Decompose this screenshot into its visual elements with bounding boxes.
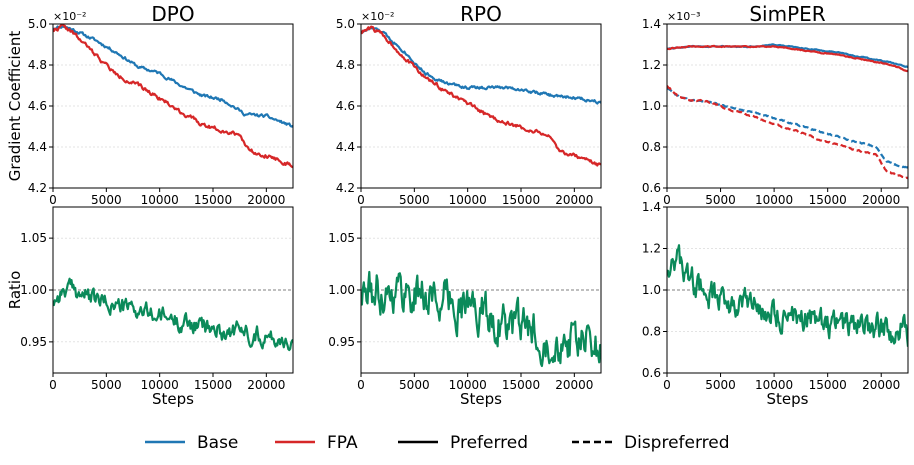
x-tick-label: 10000: [141, 193, 179, 207]
y-tick-label: 4.6: [28, 99, 47, 113]
y-tick-label: 1.2: [642, 58, 661, 72]
series-line-fpa: [53, 24, 293, 169]
x-tick-label: 0: [663, 193, 671, 207]
series-group: [53, 24, 293, 169]
series-line-base: [361, 26, 601, 105]
y-tick-label: 4.2: [28, 181, 47, 195]
series-group: [361, 25, 601, 167]
x-tick-label: 15000: [194, 193, 232, 207]
y-tick-label: 5.0: [28, 17, 47, 31]
x-axis-label: Steps: [460, 390, 502, 408]
x-tick-label: 20000: [555, 193, 593, 207]
y-tick-label: 4.4: [28, 140, 47, 154]
x-tick-label: 0: [663, 378, 671, 392]
chart-panel-simper_ratio: 0 5000 10000 15000 20000 0.6 0.8 1.0 1.2 1.4 Steps: [642, 200, 909, 408]
x-tick-label: 10000: [449, 193, 487, 207]
chart-panel-dpo_grad: 0 5000 10000 15000 20000 4.2 4.4 4.6 4.8 5.0 ×10⁻²…: [6, 2, 294, 207]
chart-panel-rpo_ratio: 0 5000 10000 15000 20000 0.95 1.00 1.05 Steps: [328, 206, 602, 408]
y-tick-label: 1.4: [642, 200, 661, 214]
series-line-fpa-preferred: [667, 44, 908, 73]
chart-panel-dpo_ratio: 0 5000 10000 15000 20000 0.95 1.00 1.05 Steps Rat…: [6, 206, 294, 408]
chart-title: SimPER: [749, 2, 825, 26]
y-tick-label: 1.2: [642, 242, 661, 256]
series-group: [667, 244, 908, 347]
x-tick-label: 5000: [91, 378, 122, 392]
x-tick-label: 5000: [399, 193, 430, 207]
legend-fpa-label: FPA: [327, 433, 358, 453]
y-tick-label: 1.05: [328, 231, 355, 245]
y-tick-label: 1.0: [642, 283, 661, 297]
legend-base-label: Base: [197, 433, 238, 453]
y-axis-label: Ratio: [6, 271, 24, 310]
x-tick-label: 5000: [91, 193, 122, 207]
x-tick-label: 10000: [141, 378, 179, 392]
series-line-fpa-dispreferred: [667, 85, 908, 180]
series-group: [53, 277, 293, 352]
x-tick-label: 5000: [399, 378, 430, 392]
y-tick-label: 1.0: [642, 99, 661, 113]
y-tick-label: 4.8: [28, 58, 47, 72]
y-tick-label: 4.2: [336, 181, 355, 195]
chart-title: DPO: [151, 2, 194, 26]
series-group: [361, 270, 601, 368]
series-line-fpa: [361, 25, 601, 167]
y-tick-label: 4.6: [336, 99, 355, 113]
chart-panel-rpo_grad: 0 5000 10000 15000 20000 4.2 4.4 4.6 4.8 5.0 ×10⁻²…: [336, 2, 602, 207]
y-tick-label: 0.8: [642, 140, 661, 154]
x-tick-label: 15000: [502, 193, 540, 207]
x-tick-label: 20000: [247, 193, 285, 207]
x-tick-label: 5000: [705, 193, 736, 207]
x-axis-label: Steps: [152, 390, 194, 408]
y-tick-label: 0.6: [642, 366, 661, 380]
series-line-base: [53, 25, 293, 128]
x-tick-label: 15000: [502, 378, 540, 392]
axis-multiplier: ×10⁻³: [667, 10, 700, 23]
x-tick-label: 15000: [809, 378, 847, 392]
x-tick-label: 0: [49, 193, 57, 207]
x-axis-label: Steps: [767, 390, 809, 408]
legend: Base FPA Preferred Dispreferred: [145, 433, 730, 453]
y-tick-label: 1.00: [328, 283, 355, 297]
y-tick-label: 0.95: [328, 335, 355, 349]
legend-preferred-label: Preferred: [450, 433, 528, 453]
chart-title: RPO: [460, 2, 502, 26]
y-tick-label: 0.6: [642, 181, 661, 195]
y-tick-label: 0.8: [642, 325, 661, 339]
axis-multiplier: ×10⁻²: [361, 10, 394, 23]
x-tick-label: 20000: [862, 193, 900, 207]
y-tick-label: 0.95: [20, 335, 47, 349]
x-tick-label: 10000: [755, 193, 793, 207]
x-tick-label: 0: [49, 378, 57, 392]
x-tick-label: 0: [357, 193, 365, 207]
chart-panel-simper_grad: 0 5000 10000 15000 20000 0.6 0.8 1.0 1.2 1.4 ×10⁻³…: [642, 2, 909, 207]
axis-multiplier: ×10⁻²: [53, 10, 86, 23]
x-tick-label: 15000: [194, 378, 232, 392]
x-tick-label: 20000: [247, 378, 285, 392]
series-group: [667, 43, 908, 180]
y-tick-label: 1.00: [20, 283, 47, 297]
series-line-ratio: [667, 244, 908, 347]
legend-dispreferred-label: Dispreferred: [624, 433, 730, 453]
x-tick-label: 0: [357, 378, 365, 392]
x-tick-label: 5000: [705, 378, 736, 392]
series-line-ratio: [53, 277, 293, 352]
y-tick-label: 4.4: [336, 140, 355, 154]
series-line-ratio: [361, 270, 601, 368]
y-tick-label: 5.0: [336, 17, 355, 31]
y-axis-label: Gradient Coefficient: [6, 31, 24, 182]
y-tick-label: 1.4: [642, 17, 661, 31]
x-tick-label: 20000: [862, 378, 900, 392]
y-tick-label: 4.8: [336, 58, 355, 72]
x-tick-label: 20000: [555, 378, 593, 392]
x-tick-label: 15000: [809, 193, 847, 207]
y-tick-label: 1.05: [20, 231, 47, 245]
x-tick-label: 10000: [755, 378, 793, 392]
x-tick-label: 10000: [449, 378, 487, 392]
